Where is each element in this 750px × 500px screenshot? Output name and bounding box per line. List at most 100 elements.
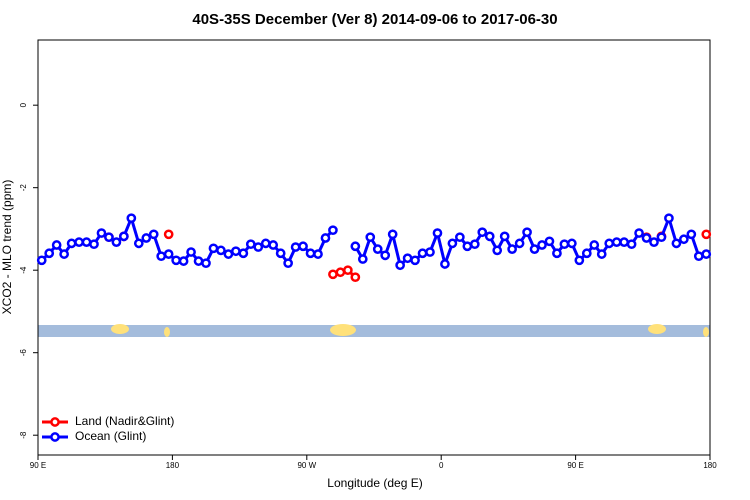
point [350,272,361,283]
point [119,231,129,242]
point [581,248,592,259]
point [305,248,316,259]
point [231,246,241,257]
point [148,229,159,240]
x-tick-label: 90 W [297,461,316,470]
point [156,251,167,262]
point [260,238,271,249]
point [298,241,308,252]
point [693,251,704,262]
x-tick-label: 180 [703,461,717,470]
point [507,244,517,255]
point [395,260,405,271]
map-strip [38,324,710,337]
point [208,243,219,254]
point [432,228,443,238]
point [268,240,279,250]
point [477,227,488,238]
point [350,241,361,252]
point [216,245,226,256]
point [104,232,114,243]
point [611,237,622,247]
point [469,239,480,250]
legend-marker [50,432,60,442]
point [701,249,712,259]
point [492,245,503,256]
y-tick-label: -6 [19,349,28,357]
point [275,248,286,259]
x-tick-label: 180 [166,461,180,470]
legend: Land (Nadir&Glint)Ocean (Glint) [42,414,174,443]
plot-frame [37,39,711,456]
point [171,255,181,266]
point [51,240,62,250]
point [357,254,368,264]
point [126,213,137,224]
point [89,239,99,250]
point [238,248,249,259]
point [201,258,211,269]
point [328,225,338,236]
point [701,229,712,240]
point [141,233,152,243]
point [290,242,301,252]
point [36,255,47,266]
point [343,265,353,276]
point [313,249,323,259]
point [559,239,570,250]
point [567,238,577,249]
y-axis-label: XCO2 - MLO trend (ppm) [0,180,14,315]
point [522,227,532,238]
point [619,237,629,247]
point [679,234,689,245]
point [193,256,204,266]
point [499,231,510,242]
series [36,213,712,271]
land-patch [703,327,709,337]
x-tick-label: 90 E [567,461,583,470]
point [335,267,346,278]
point [253,242,264,252]
point [634,228,644,238]
point [163,249,174,259]
point [529,244,540,255]
point [186,247,196,257]
point [484,231,495,242]
ocean-strip [38,325,710,337]
point [320,233,331,243]
y-tick-label: -4 [19,266,28,274]
point [671,238,682,249]
point [544,236,555,247]
legend-label: Land (Nadir&Glint) [75,414,174,428]
point [59,249,69,259]
chart-title: 40S-35S December (Ver 8) 2014-09-06 to 2… [192,11,557,28]
point [81,237,92,247]
point [440,259,450,269]
point [604,238,615,249]
point [626,239,637,250]
point [380,250,391,261]
x-axis-label: Longitude (deg E) [327,476,422,490]
point [245,239,256,250]
point [133,238,144,249]
point [163,229,174,240]
point [111,237,122,247]
point [74,237,84,247]
point [223,249,234,259]
point [283,258,293,269]
point [402,253,413,264]
point [96,228,107,238]
land-patch [111,324,129,334]
point [537,240,547,250]
legend-label: Ocean (Glint) [75,429,146,443]
point [417,248,428,259]
point [462,241,473,252]
legend-marker [50,417,60,427]
point [365,232,376,243]
y-tick-label: -8 [19,431,28,439]
land-patch [648,324,666,334]
point [447,238,458,249]
point [328,269,338,280]
point [425,247,435,257]
